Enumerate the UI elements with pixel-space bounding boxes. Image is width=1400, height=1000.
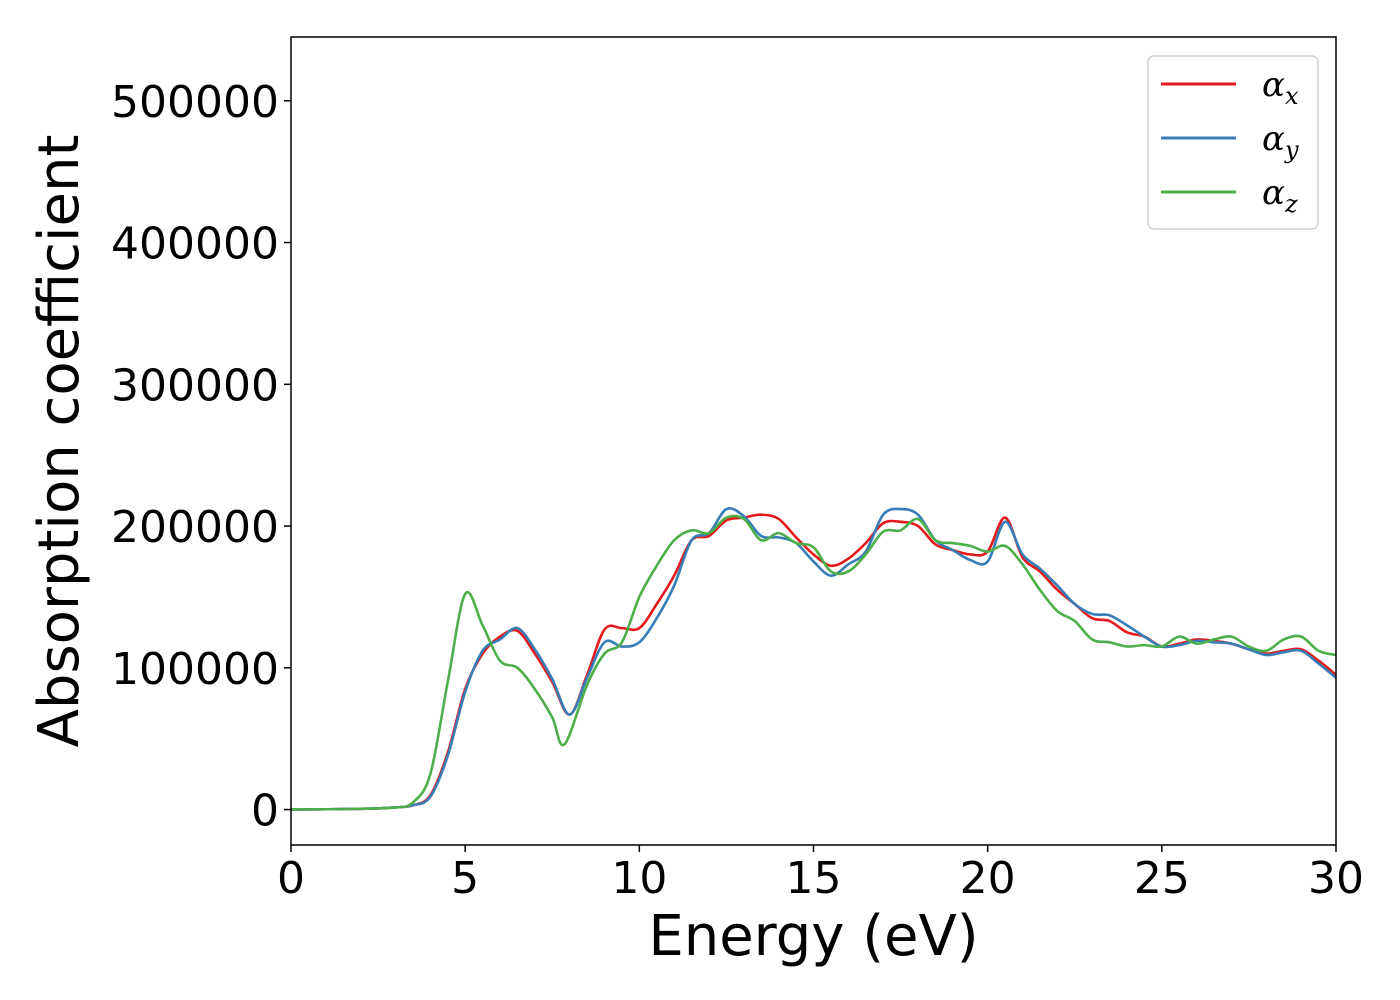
series-line-alpha-x (290, 513, 1337, 811)
series-line-alpha-y (290, 507, 1337, 811)
legend-entry-alpha-x: αx (1262, 65, 1299, 110)
x-tick-label: 30 (1308, 853, 1364, 904)
y-tick-label: 300000 (111, 360, 279, 411)
x-tick-label: 15 (786, 853, 842, 904)
x-tick-label: 0 (277, 853, 305, 904)
legend-box (1147, 55, 1319, 230)
x-tick-label: 25 (1134, 853, 1190, 904)
y-axis-ticks: 0 100000 200000 300000 400000 500000 (111, 77, 291, 837)
y-tick-label: 0 (251, 786, 279, 837)
x-tick-label: 10 (611, 853, 667, 904)
y-tick-label: 500000 (111, 77, 279, 128)
y-axis-label: Absorption coefficient (27, 135, 92, 748)
x-axis-ticks: 0 5 10 15 20 25 30 (277, 845, 1364, 904)
legend: αx αy αz (1147, 55, 1319, 230)
series-line-alpha-z (290, 514, 1337, 811)
legend-entry-alpha-z: αz (1262, 173, 1298, 218)
x-axis-label: Energy (eV) (648, 904, 978, 969)
y-tick-label: 200000 (111, 502, 279, 553)
x-tick-label: 20 (960, 853, 1016, 904)
x-tick-label: 5 (451, 853, 479, 904)
y-tick-label: 100000 (111, 644, 279, 695)
legend-entry-alpha-y: αy (1262, 119, 1299, 164)
series-layer (290, 507, 1337, 811)
y-tick-label: 400000 (111, 219, 279, 270)
